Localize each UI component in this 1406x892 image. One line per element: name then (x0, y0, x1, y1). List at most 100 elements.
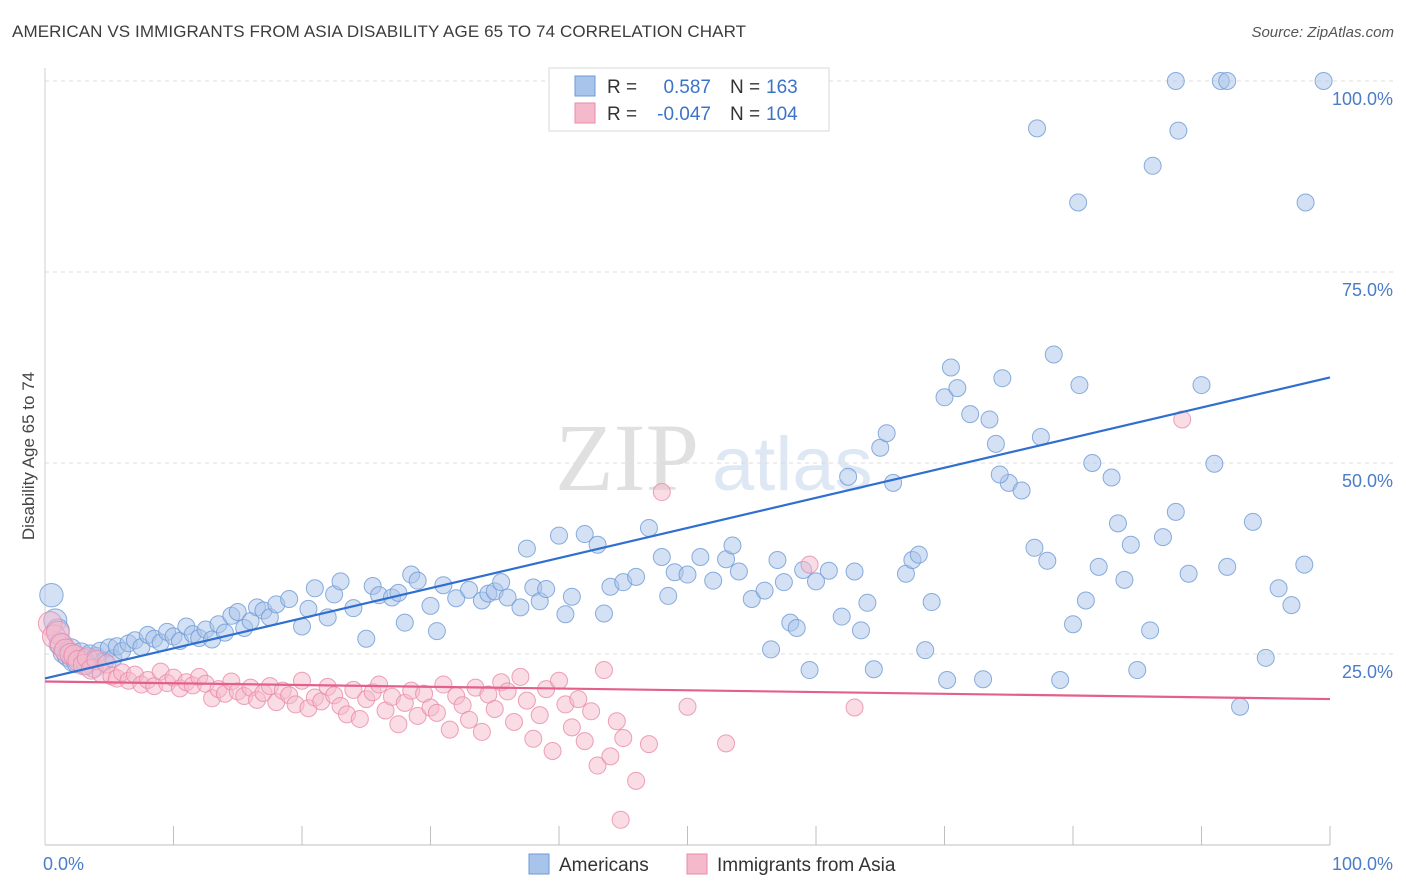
americans-point (1121, 535, 1140, 554)
americans-point (652, 547, 671, 566)
americans-point (839, 467, 858, 486)
legend-n-label-2: N = (730, 104, 760, 125)
americans-trend-line (44, 376, 1331, 680)
americans-point (562, 587, 581, 606)
americans-point (993, 369, 1012, 388)
immigrants-point (498, 682, 517, 701)
americans-point (408, 571, 427, 590)
americans-point (884, 473, 903, 492)
americans-point (877, 424, 896, 443)
legend-r-label-2: R = (607, 104, 637, 125)
series-immigrants-from-asia (37, 410, 1192, 829)
immigrants-point (845, 698, 864, 717)
americans-point (492, 573, 511, 592)
americans-point (550, 526, 568, 545)
immigrants-point (569, 690, 588, 709)
americans-point (537, 580, 556, 599)
americans-point (1069, 193, 1088, 212)
americans-point (858, 593, 877, 612)
americans-point (742, 589, 761, 608)
bottom-legend-americans: Americans (559, 855, 649, 876)
watermark-zip: ZIP (555, 404, 699, 511)
americans-point (1083, 454, 1102, 472)
y-tick-label: 75.0% (1342, 280, 1393, 300)
y-tick-label: 50.0% (1342, 471, 1393, 491)
americans-point (1282, 596, 1301, 615)
immigrants-point (575, 732, 594, 751)
americans-point (787, 619, 806, 638)
legend-swatch-americans (574, 75, 596, 97)
y-tick-label: 100.0% (1332, 89, 1393, 109)
bottom-legend: Americans Immigrants from Asia (528, 853, 896, 876)
americans-point (447, 589, 466, 608)
immigrants-point (427, 703, 446, 722)
americans-point (1028, 119, 1047, 138)
americans-point (1115, 570, 1134, 589)
immigrants-point (652, 483, 671, 502)
americans-point (807, 572, 825, 591)
legend-n-value-2: 104 (766, 104, 798, 125)
immigrants-point (601, 747, 620, 766)
americans-point (1070, 376, 1089, 395)
americans-point (755, 581, 774, 600)
americans-point (678, 565, 697, 584)
americans-point (762, 640, 781, 659)
americans-point (922, 593, 941, 612)
watermark: ZIP atlas (555, 404, 873, 511)
americans-point (575, 525, 594, 544)
americans-point (774, 573, 793, 592)
immigrants-point (588, 756, 607, 775)
americans-point (1051, 670, 1070, 689)
immigrants-point (434, 675, 453, 694)
americans-point (639, 518, 658, 537)
americans-point (845, 562, 864, 581)
americans-point (39, 582, 64, 608)
legend-r-label-1: R = (607, 77, 637, 98)
americans-point (1108, 514, 1127, 533)
americans-point (819, 561, 838, 580)
americans-point (1269, 579, 1288, 598)
source-label: Source: ZipAtlas.com (1251, 24, 1394, 41)
immigrants-point (800, 555, 819, 574)
americans-point (1231, 697, 1250, 716)
bottom-legend-swatch-americans (528, 853, 550, 875)
series-americans (39, 72, 1333, 716)
americans-point (357, 629, 376, 648)
immigrants-point (293, 671, 311, 690)
americans-point (1205, 454, 1224, 473)
immigrants-point (460, 710, 479, 729)
americans-point (1064, 615, 1082, 634)
americans-point (1166, 72, 1185, 90)
americans-point (1179, 564, 1198, 583)
bottom-legend-swatch-immigrants (686, 853, 708, 875)
americans-point (389, 583, 408, 602)
watermark-atlas: atlas (712, 422, 873, 507)
americans-point (916, 641, 935, 660)
immigrants-point (639, 735, 658, 754)
immigrants-point (717, 734, 736, 753)
americans-point (594, 604, 613, 623)
americans-point (1153, 528, 1172, 547)
americans-point (1314, 72, 1333, 90)
immigrants-point (485, 700, 504, 719)
immigrants-point (517, 691, 536, 710)
americans-point (1295, 555, 1314, 574)
x-tick-label-max: 100.0% (1332, 854, 1393, 874)
legend-n-value-1: 163 (766, 77, 798, 98)
americans-point (331, 572, 350, 591)
immigrants-trend-line (44, 680, 1331, 701)
americans-point (460, 580, 479, 599)
immigrants-point (611, 810, 630, 829)
tick-labels: 25.0% 50.0% 75.0% 100.0% 0.0% 100.0% (43, 89, 1393, 874)
americans-point (974, 670, 993, 689)
immigrants-point (350, 709, 369, 728)
americans-point (1166, 502, 1185, 521)
immigrants-point (408, 706, 427, 725)
americans-point (627, 567, 646, 586)
americans-point (1296, 193, 1315, 212)
legend-box: R = 0.587 N = 163 R = -0.047 N = 104 (548, 67, 830, 132)
americans-point (723, 536, 742, 555)
americans-point (691, 547, 710, 566)
americans-point (1143, 156, 1162, 175)
